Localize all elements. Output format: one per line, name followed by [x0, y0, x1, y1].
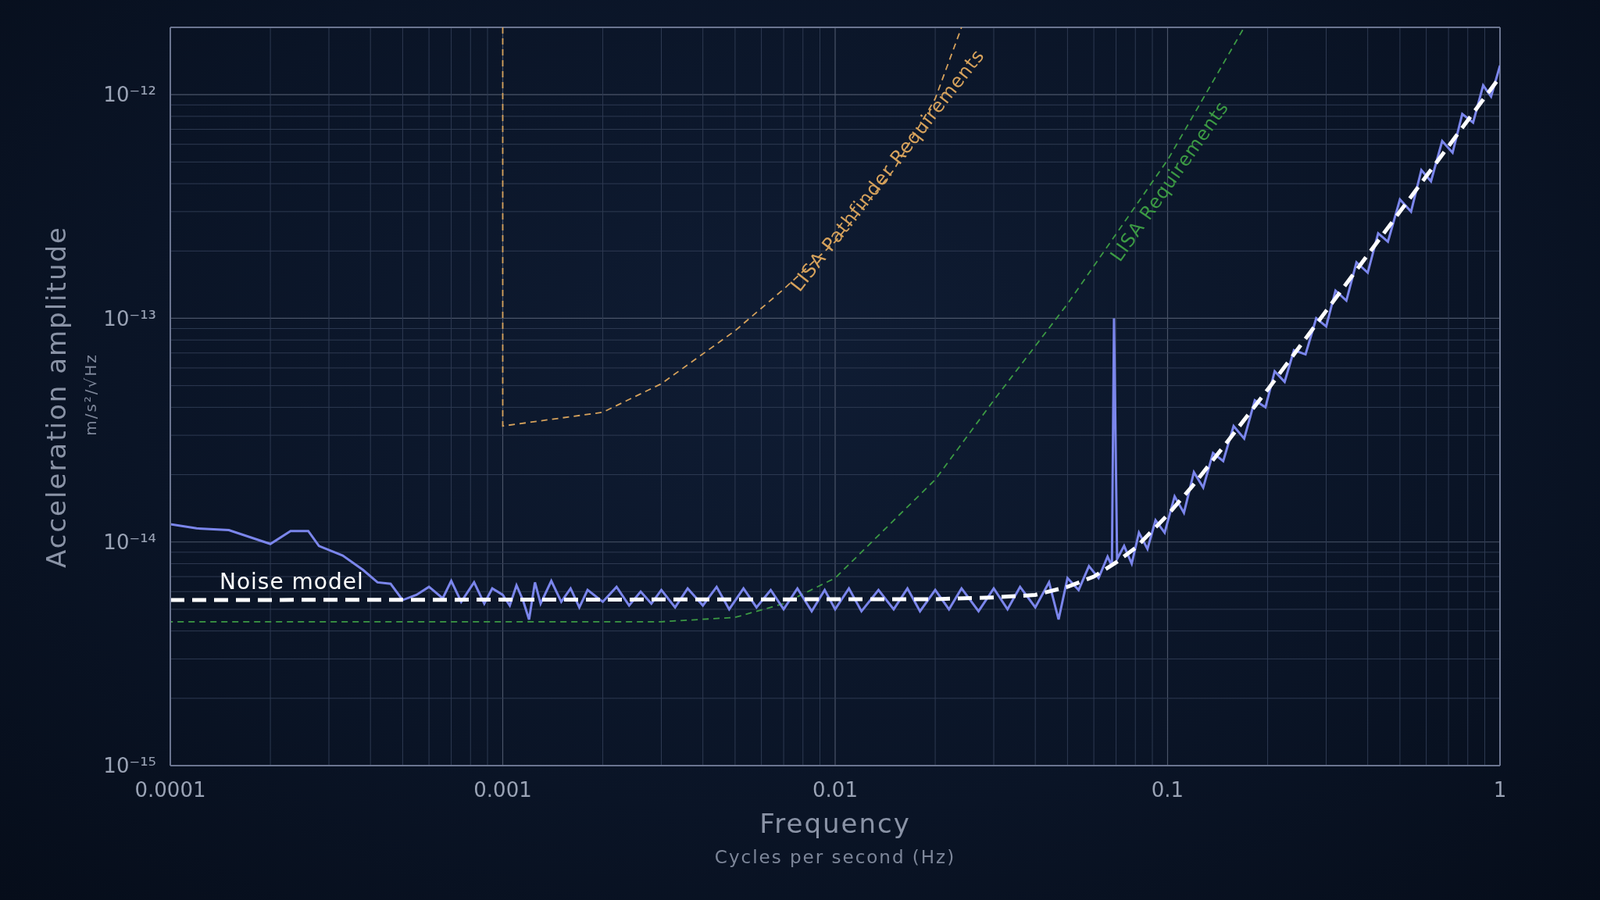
html-text:Frequency: Frequency [759, 807, 911, 840]
html-text:Noise model: Noise model [219, 568, 364, 595]
svg-text:10⁻¹²: 10⁻¹² [103, 82, 157, 107]
svg-text:10⁻¹⁵: 10⁻¹⁵ [103, 753, 157, 778]
svg-text:0.001: 0.001 [473, 778, 532, 802]
html-text:Cycles per second (Hz): Cycles per second (Hz) [714, 846, 956, 868]
svg-text:10⁻¹³: 10⁻¹³ [103, 307, 157, 331]
html-text:LISA Requirements: LISA Requirements [1105, 96, 1234, 266]
svg-text:1: 1 [1493, 778, 1508, 802]
html-text:m/s²/√Hz: m/s²/√Hz [81, 353, 100, 436]
svg-text:0.1: 0.1 [1151, 778, 1184, 802]
svg-text:0.0001: 0.0001 [135, 778, 207, 802]
html-text:LISA Pathfinder Requirements: LISA Pathfinder Requirements [786, 44, 989, 296]
svg-text:10⁻¹⁴: 10⁻¹⁴ [103, 530, 157, 554]
svg-text:0.01: 0.01 [812, 778, 858, 802]
html-text:Acceleration amplitude: Acceleration amplitude [40, 225, 72, 568]
